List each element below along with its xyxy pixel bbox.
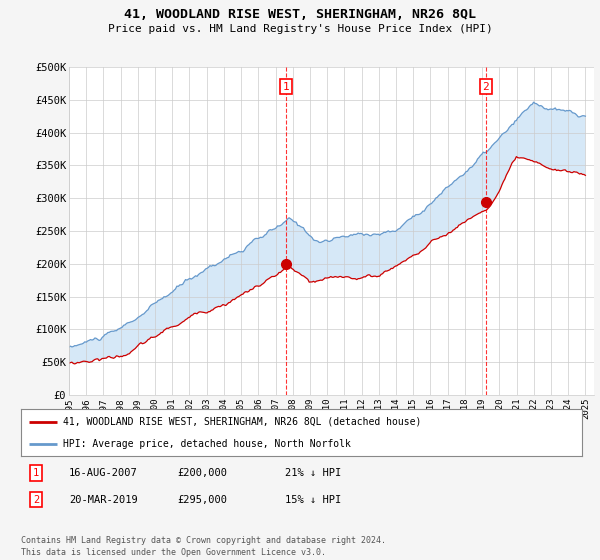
Text: 20-MAR-2019: 20-MAR-2019	[69, 494, 138, 505]
Text: 2: 2	[33, 494, 39, 505]
Text: 1: 1	[283, 82, 290, 92]
Text: £200,000: £200,000	[177, 468, 227, 478]
Text: £295,000: £295,000	[177, 494, 227, 505]
Text: Contains HM Land Registry data © Crown copyright and database right 2024.
This d: Contains HM Land Registry data © Crown c…	[21, 536, 386, 557]
Text: HPI: Average price, detached house, North Norfolk: HPI: Average price, detached house, Nort…	[63, 438, 351, 449]
Text: 1: 1	[33, 468, 39, 478]
Text: 21% ↓ HPI: 21% ↓ HPI	[285, 468, 341, 478]
Text: 15% ↓ HPI: 15% ↓ HPI	[285, 494, 341, 505]
Text: 16-AUG-2007: 16-AUG-2007	[69, 468, 138, 478]
Text: 41, WOODLAND RISE WEST, SHERINGHAM, NR26 8QL (detached house): 41, WOODLAND RISE WEST, SHERINGHAM, NR26…	[63, 417, 421, 427]
Text: Price paid vs. HM Land Registry's House Price Index (HPI): Price paid vs. HM Land Registry's House …	[107, 24, 493, 34]
Text: 2: 2	[482, 82, 489, 92]
Text: 41, WOODLAND RISE WEST, SHERINGHAM, NR26 8QL: 41, WOODLAND RISE WEST, SHERINGHAM, NR26…	[124, 8, 476, 21]
